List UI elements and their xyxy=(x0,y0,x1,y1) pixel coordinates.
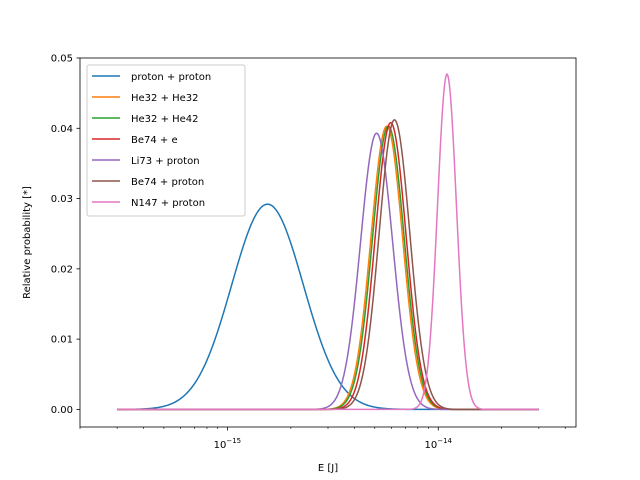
y-axis-label: Relative probability [*] xyxy=(22,186,33,299)
legend-label: Li73 + proton xyxy=(131,156,200,167)
y-tick-label: 0.04 xyxy=(51,124,73,135)
legend-label: proton + proton xyxy=(131,72,211,83)
y-tick-label: 0.03 xyxy=(51,194,73,205)
y-axis: 0.00 0.01 0.02 0.03 0.04 0.05 xyxy=(51,54,80,416)
legend-box xyxy=(86,64,246,217)
y-tick-label: 0.00 xyxy=(51,405,73,416)
x-axis-label: E [J] xyxy=(318,463,338,474)
x-tick-label: 10−14 xyxy=(425,437,453,451)
legend-label: Be74 + e xyxy=(131,135,178,146)
legend-label: Be74 + proton xyxy=(131,177,204,188)
series-line-6 xyxy=(117,72,539,411)
y-tick-label: 0.01 xyxy=(51,335,73,346)
legend-label: N147 + proton xyxy=(131,198,205,209)
y-tick-label: 0.02 xyxy=(51,264,73,275)
x-tick-label: 10−15 xyxy=(214,437,242,451)
legend-label: He32 + He32 xyxy=(131,93,199,104)
x-axis: 10−15 10−14 xyxy=(79,427,566,451)
series-layer xyxy=(117,72,539,411)
legend-label: He32 + He42 xyxy=(131,114,199,125)
legend: proton + proton He32 + He32 He32 + He42 Be7… xyxy=(86,64,246,217)
y-tick-label: 0.05 xyxy=(51,54,73,65)
